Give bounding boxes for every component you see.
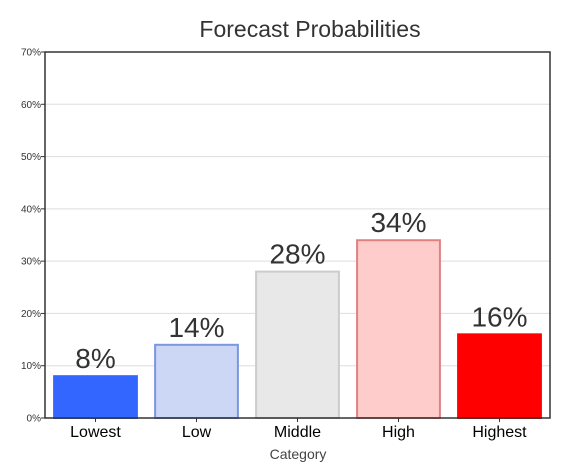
chart-title: Forecast Probabilities (199, 16, 420, 42)
data-label: 28% (269, 239, 325, 270)
data-label: 16% (471, 301, 527, 332)
x-tick-label: Highest (472, 424, 527, 441)
x-tick-label: Middle (274, 424, 321, 441)
bar-lowest (53, 375, 138, 419)
data-label: 8% (75, 343, 115, 374)
y-tick-label: 10% (21, 361, 41, 372)
y-axis-ticks: 0% 10% 20% 30% 40% 50% 60% 70% (21, 48, 45, 425)
x-tick-label: Low (182, 424, 212, 441)
y-tick-label: 30% (21, 257, 41, 268)
bar-highest (457, 333, 542, 420)
y-tick-label: 20% (21, 309, 41, 320)
x-tick-label: High (382, 424, 415, 441)
y-tick-label: 70% (21, 48, 41, 59)
bar-middle (255, 270, 340, 419)
x-axis-ticks: Lowest Low Middle High Highest (70, 418, 527, 441)
y-tick-label: 50% (21, 152, 41, 163)
y-tick-label: 40% (21, 204, 41, 215)
y-tick-label: 0% (27, 414, 42, 425)
data-labels: 8% 14% 28% 34% 16% (75, 207, 527, 374)
bar-high (356, 239, 441, 419)
bars (53, 239, 542, 420)
data-label: 14% (168, 312, 224, 343)
data-label: 34% (370, 207, 426, 238)
bar-low (154, 343, 239, 419)
y-tick-label: 60% (21, 100, 41, 111)
x-tick-label: Lowest (70, 424, 121, 441)
x-axis-label: Category (270, 446, 327, 462)
